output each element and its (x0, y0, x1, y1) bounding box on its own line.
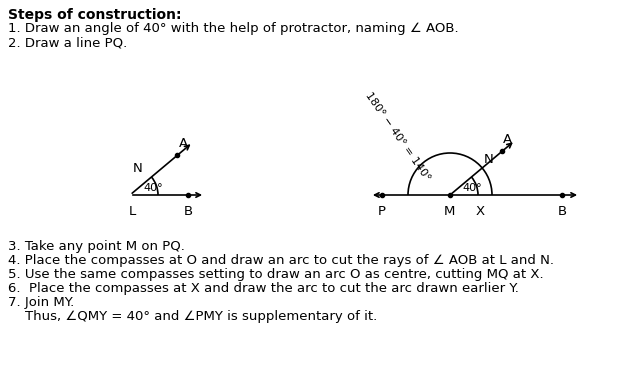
Text: 40°: 40° (462, 183, 482, 193)
Text: P: P (378, 205, 386, 218)
Text: 6.  Place the compasses at X and draw the arc to cut the arc drawn earlier Y.: 6. Place the compasses at X and draw the… (8, 282, 519, 295)
Text: 7. Join MY.: 7. Join MY. (8, 296, 74, 309)
Text: B: B (184, 205, 192, 218)
Text: Thus, ∠QMY = 40° and ∠PMY is supplementary of it.: Thus, ∠QMY = 40° and ∠PMY is supplementa… (8, 310, 378, 323)
Text: 40°: 40° (143, 183, 162, 193)
Text: 4. Place the compasses at O and draw an arc to cut the rays of ∠ AOB at L and N.: 4. Place the compasses at O and draw an … (8, 254, 554, 267)
Text: 2. Draw a line PQ.: 2. Draw a line PQ. (8, 36, 127, 49)
Text: N: N (484, 153, 494, 166)
Text: Steps of construction:: Steps of construction: (8, 8, 181, 22)
Text: A: A (179, 137, 187, 150)
Text: 1. Draw an angle of 40° with the help of protractor, naming ∠ AOB.: 1. Draw an angle of 40° with the help of… (8, 22, 459, 35)
Text: A: A (503, 133, 512, 146)
Text: B: B (558, 205, 567, 218)
Text: N: N (132, 162, 142, 175)
Text: 3. Take any point M on PQ.: 3. Take any point M on PQ. (8, 240, 185, 253)
Text: X: X (476, 205, 484, 218)
Text: 180° − 40° = 140°: 180° − 40° = 140° (364, 91, 432, 183)
Text: L: L (128, 205, 136, 218)
Text: 5. Use the same compasses setting to draw an arc O as centre, cutting MQ at X.: 5. Use the same compasses setting to dra… (8, 268, 544, 281)
Text: M: M (443, 205, 455, 218)
